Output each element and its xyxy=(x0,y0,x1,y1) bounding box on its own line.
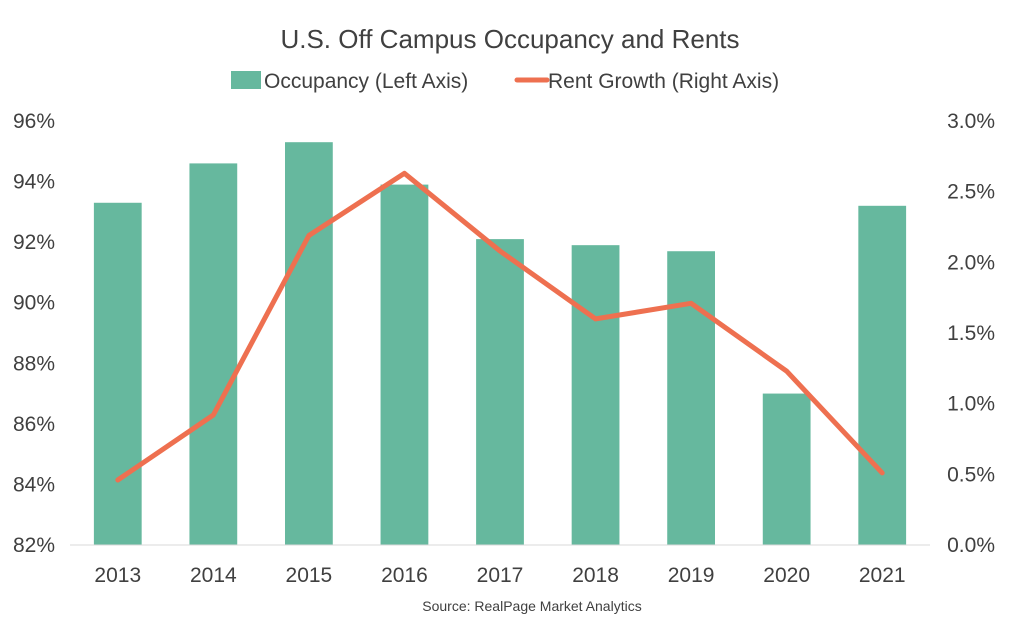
source-note: Source: RealPage Market Analytics xyxy=(422,598,641,614)
x-tick-label-2019: 2019 xyxy=(668,564,715,587)
legend-label-rent-growth: Rent Growth (Right Axis) xyxy=(548,70,779,93)
occupancy-bar-2015 xyxy=(285,142,333,545)
x-tick-label-2021: 2021 xyxy=(859,564,906,587)
occupancy-bar-2017 xyxy=(476,239,524,545)
chart-title: U.S. Off Campus Occupancy and Rents xyxy=(280,24,739,54)
x-tick-label-2018: 2018 xyxy=(572,564,619,587)
legend-swatch-occupancy xyxy=(231,71,261,89)
occupancy-bar-2016 xyxy=(381,185,429,545)
right-tick-label: 2.5% xyxy=(947,181,995,204)
left-tick-label: 94% xyxy=(13,171,55,194)
left-tick-label: 88% xyxy=(13,352,55,375)
x-tick-label-2013: 2013 xyxy=(94,564,141,587)
x-tick-label-2016: 2016 xyxy=(381,564,428,587)
right-tick-label: 1.0% xyxy=(947,393,995,416)
legend-label-occupancy: Occupancy (Left Axis) xyxy=(264,70,468,93)
right-axis-ticks: 0.0% 0.5% 1.0% 1.5% 2.0% 2.5% 3.0% xyxy=(947,110,995,557)
right-tick-label: 1.5% xyxy=(947,322,995,345)
x-tick-label-2020: 2020 xyxy=(763,564,810,587)
x-axis-ticks: 2013 2014 2015 2016 2017 2018 2019 2020 2021 xyxy=(94,564,905,587)
left-tick-label: 86% xyxy=(13,413,55,436)
left-tick-label: 96% xyxy=(13,110,55,133)
right-tick-label: 2.0% xyxy=(947,251,995,274)
occupancy-bar-2020 xyxy=(763,394,811,545)
occupancy-bar-2021 xyxy=(858,206,906,545)
occupancy-bars xyxy=(94,142,906,545)
occupancy-bar-2014 xyxy=(189,163,237,545)
left-axis-ticks: 82% 84% 86% 88% 90% 92% 94% 96% xyxy=(13,110,55,557)
left-tick-label: 82% xyxy=(13,534,55,557)
right-tick-label: 0.5% xyxy=(947,463,995,486)
right-tick-label: 0.0% xyxy=(947,534,995,557)
x-tick-label-2014: 2014 xyxy=(190,564,237,587)
occupancy-bar-2019 xyxy=(667,251,715,545)
left-tick-label: 84% xyxy=(13,473,55,496)
right-tick-label: 3.0% xyxy=(947,110,995,133)
x-tick-label-2015: 2015 xyxy=(286,564,333,587)
legend: Occupancy (Left Axis) Rent Growth (Right… xyxy=(231,70,779,93)
left-tick-label: 92% xyxy=(13,231,55,254)
x-tick-label-2017: 2017 xyxy=(477,564,524,587)
occupancy-bar-2013 xyxy=(94,203,142,545)
occupancy-bar-2018 xyxy=(572,245,620,545)
left-tick-label: 90% xyxy=(13,292,55,315)
